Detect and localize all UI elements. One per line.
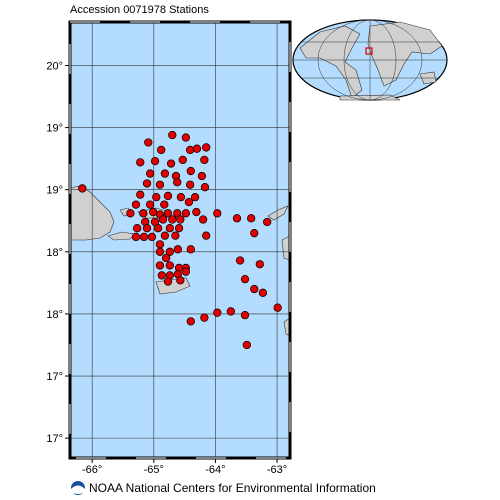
station xyxy=(126,209,135,218)
station xyxy=(158,215,168,224)
station xyxy=(242,340,252,350)
station xyxy=(163,277,173,286)
station xyxy=(198,215,208,224)
station xyxy=(139,232,149,242)
station xyxy=(186,180,195,189)
station xyxy=(240,274,250,284)
station xyxy=(200,313,209,322)
station xyxy=(145,169,155,178)
x-tick-label: -64° xyxy=(205,464,225,476)
station xyxy=(163,191,173,201)
station xyxy=(145,200,155,209)
station xyxy=(155,261,165,270)
station xyxy=(160,231,170,240)
y-tick-label: 18° xyxy=(46,247,63,259)
station xyxy=(213,308,222,317)
station xyxy=(174,224,184,233)
x-tick-label: -66° xyxy=(82,464,102,476)
station xyxy=(181,133,191,142)
station xyxy=(176,276,185,285)
inset-globe xyxy=(292,19,448,101)
x-tick-label: -65° xyxy=(144,464,164,476)
station xyxy=(192,144,202,153)
station xyxy=(181,267,191,276)
station xyxy=(192,207,201,217)
station xyxy=(250,284,259,294)
land xyxy=(69,185,291,337)
station xyxy=(136,158,145,167)
station xyxy=(168,130,177,140)
station xyxy=(202,231,211,240)
station xyxy=(155,247,165,256)
station xyxy=(181,209,191,218)
station xyxy=(155,240,165,249)
station xyxy=(247,214,256,223)
map-title: Accession 0071978 Stations xyxy=(70,4,209,16)
station xyxy=(157,271,166,280)
station xyxy=(165,224,174,233)
station xyxy=(165,247,174,256)
station xyxy=(235,256,245,265)
station xyxy=(184,197,194,207)
footer-text: NOAA National Centers for Environmental … xyxy=(89,481,376,495)
y-tick-label: 19° xyxy=(46,123,63,135)
station xyxy=(165,261,174,270)
station xyxy=(200,183,210,192)
station xyxy=(142,224,152,233)
station xyxy=(176,215,185,224)
station xyxy=(232,214,242,223)
station xyxy=(186,145,195,155)
station xyxy=(136,190,145,199)
y-tick-label: 19° xyxy=(46,185,63,197)
station xyxy=(171,231,180,240)
station xyxy=(250,229,259,238)
station xyxy=(213,209,222,218)
station xyxy=(150,156,160,166)
station xyxy=(157,145,166,155)
y-tick-label: 17° xyxy=(46,433,63,445)
station xyxy=(155,180,165,189)
station xyxy=(186,166,195,176)
station xyxy=(133,224,142,233)
station xyxy=(152,192,161,202)
station xyxy=(144,138,153,147)
y-tick-label: 17° xyxy=(46,371,63,383)
station xyxy=(197,171,207,181)
station xyxy=(147,232,157,242)
station xyxy=(173,178,182,187)
station xyxy=(131,232,141,242)
station xyxy=(190,192,200,202)
station xyxy=(142,179,152,188)
station xyxy=(160,200,169,209)
station xyxy=(178,155,187,165)
station xyxy=(78,184,87,193)
station xyxy=(176,192,186,202)
station xyxy=(163,209,173,218)
station xyxy=(139,209,148,218)
station xyxy=(186,245,195,254)
map-frame-pattern xyxy=(69,21,291,459)
station xyxy=(226,307,235,316)
y-tick-label: 20° xyxy=(46,60,63,72)
station xyxy=(240,311,250,320)
station xyxy=(161,253,171,263)
station xyxy=(168,215,177,224)
x-tick-label: -63° xyxy=(267,464,287,476)
station xyxy=(153,224,163,233)
station xyxy=(166,159,176,168)
station xyxy=(173,245,182,254)
station xyxy=(160,169,170,178)
station xyxy=(200,155,209,165)
water xyxy=(70,22,290,458)
y-tick-label: 18° xyxy=(46,309,63,321)
station xyxy=(255,260,264,269)
station xyxy=(263,217,272,227)
station xyxy=(131,200,141,209)
station xyxy=(273,303,282,312)
station xyxy=(186,317,195,326)
station xyxy=(202,143,211,152)
station xyxy=(258,288,268,297)
noaa-logo xyxy=(71,481,85,495)
